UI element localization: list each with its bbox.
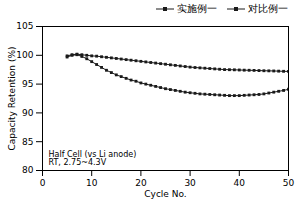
svg-text:50: 50 bbox=[283, 178, 295, 188]
svg-text:100: 100 bbox=[16, 50, 33, 60]
svg-text:80: 80 bbox=[22, 165, 34, 175]
svg-text:0: 0 bbox=[40, 178, 46, 188]
svg-text:95: 95 bbox=[22, 79, 33, 89]
svg-text:Cycle No.: Cycle No. bbox=[144, 189, 186, 199]
svg-text:105: 105 bbox=[16, 21, 33, 31]
svg-text:90: 90 bbox=[22, 108, 34, 118]
svg-text:Capacity Retention (%): Capacity Retention (%) bbox=[7, 46, 17, 150]
svg-text:20: 20 bbox=[135, 178, 147, 188]
html-text:实施例一: 实施例一 bbox=[177, 3, 217, 14]
html-text:对比例一: 对比例一 bbox=[248, 3, 288, 14]
svg-text:85: 85 bbox=[22, 137, 33, 147]
svg-text:10: 10 bbox=[86, 178, 98, 188]
svg-text:30: 30 bbox=[184, 178, 196, 188]
svg-text:40: 40 bbox=[234, 178, 246, 188]
svg-text:Half Cell (vs Li anode)RT, 2.7: Half Cell (vs Li anode)RT, 2.75~4.3V bbox=[49, 150, 137, 167]
